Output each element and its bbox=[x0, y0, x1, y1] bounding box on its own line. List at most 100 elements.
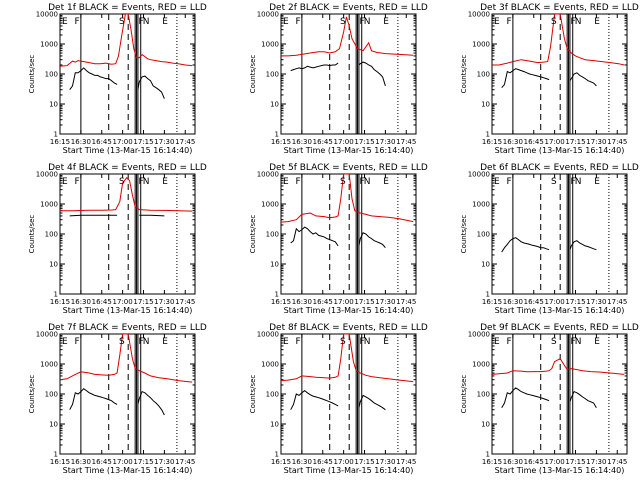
series-events bbox=[290, 389, 386, 411]
x-axis-label: Start Time (13-Mar-15 16:14:40) bbox=[63, 306, 193, 315]
x-tick-label: 17:00 bbox=[334, 138, 354, 146]
x-tick-label: 16:45 bbox=[313, 298, 333, 306]
interval-flag: E bbox=[62, 17, 68, 27]
y-tick-label: 10000 bbox=[468, 171, 490, 179]
interval-flag: E bbox=[162, 17, 168, 27]
x-tick-label: 17:15 bbox=[354, 138, 374, 146]
interval-flag: E bbox=[283, 177, 289, 187]
x-tick-label: 17:45 bbox=[175, 458, 195, 466]
interval-flag: E bbox=[494, 177, 500, 187]
series-lld bbox=[492, 358, 625, 375]
y-tick-label: 100 bbox=[45, 71, 58, 79]
x-tick-label: 17:15 bbox=[565, 298, 585, 306]
y-tick-label: 10000 bbox=[36, 331, 58, 339]
y-axis-label: Counts/sec bbox=[460, 55, 468, 94]
interval-flag: S bbox=[340, 337, 346, 347]
y-axis-label: Counts/sec bbox=[460, 375, 468, 414]
interval-flag: S bbox=[340, 177, 346, 187]
y-tick-label: 10000 bbox=[257, 331, 279, 339]
y-axis-label: Counts/sec bbox=[28, 215, 36, 254]
panel-title: Det 9f BLACK = Events, RED = LLD bbox=[480, 323, 639, 333]
interval-flag: E bbox=[283, 337, 289, 347]
series-events bbox=[69, 67, 165, 99]
x-tick-label: 16:30 bbox=[71, 458, 91, 466]
series-events bbox=[501, 387, 597, 408]
interval-flag: S bbox=[551, 337, 557, 347]
y-tick-label: 10 bbox=[481, 101, 490, 109]
series-lld bbox=[60, 14, 193, 67]
plot-frame bbox=[491, 13, 628, 135]
series-lld bbox=[281, 16, 414, 57]
x-axis-label: Start Time (13-Mar-15 16:14:40) bbox=[63, 146, 193, 155]
y-tick-label: 10 bbox=[481, 261, 490, 269]
x-tick-label: 16:45 bbox=[524, 298, 544, 306]
x-tick-label: 16:30 bbox=[71, 138, 91, 146]
y-tick-label: 100 bbox=[477, 231, 490, 239]
panel-title: Det 8f BLACK = Events, RED = LLD bbox=[269, 323, 428, 333]
interval-flag: F bbox=[507, 177, 512, 187]
x-tick-label: 17:15 bbox=[354, 298, 374, 306]
series-lld bbox=[281, 334, 414, 383]
x-tick-label: 17:45 bbox=[607, 298, 627, 306]
interval-flag: N bbox=[143, 177, 150, 187]
series-events bbox=[290, 61, 386, 87]
y-tick-label: 1000 bbox=[261, 201, 279, 209]
plot-frame bbox=[280, 13, 417, 135]
y-tick-label: 10000 bbox=[257, 11, 279, 19]
y-tick-label: 1000 bbox=[261, 361, 279, 369]
plot-frame bbox=[491, 333, 628, 455]
x-tick-label: 16:15 bbox=[482, 458, 502, 466]
y-tick-label: 1000 bbox=[40, 361, 58, 369]
x-tick-label: 17:15 bbox=[565, 138, 585, 146]
x-tick-label: 16:45 bbox=[313, 458, 333, 466]
x-tick-label: 16:15 bbox=[271, 458, 291, 466]
x-tick-label: 17:15 bbox=[133, 298, 153, 306]
interval-flag: N bbox=[143, 17, 150, 27]
interval-flag: F bbox=[296, 337, 301, 347]
x-tick-label: 17:45 bbox=[175, 138, 195, 146]
panel-title: Det 3f BLACK = Events, RED = LLD bbox=[480, 3, 639, 13]
interval-flag: N bbox=[364, 17, 371, 27]
y-axis-label: Counts/sec bbox=[28, 55, 36, 94]
x-tick-label: 16:30 bbox=[292, 298, 312, 306]
interval-flag: F bbox=[139, 177, 144, 187]
interval-flag: F bbox=[507, 337, 512, 347]
interval-flag: E bbox=[594, 177, 600, 187]
interval-flag: E bbox=[62, 177, 68, 187]
interval-flag: S bbox=[119, 17, 125, 27]
x-tick-label: 16:15 bbox=[50, 458, 70, 466]
interval-flag: F bbox=[75, 337, 80, 347]
panel-title: Det 6f BLACK = Events, RED = LLD bbox=[480, 163, 639, 173]
interval-flag: N bbox=[364, 337, 371, 347]
interval-flag: E bbox=[383, 337, 389, 347]
x-tick-label: 16:15 bbox=[50, 138, 70, 146]
y-tick-label: 100 bbox=[266, 71, 279, 79]
series-events bbox=[290, 226, 386, 249]
x-axis-label: Start Time (13-Mar-15 16:14:40) bbox=[284, 306, 414, 315]
x-tick-label: 17:45 bbox=[607, 458, 627, 466]
y-tick-label: 100 bbox=[45, 231, 58, 239]
y-tick-label: 10000 bbox=[468, 11, 490, 19]
x-tick-label: 17:30 bbox=[154, 298, 174, 306]
interval-flag: N bbox=[364, 177, 371, 187]
interval-flag: F bbox=[571, 17, 576, 27]
x-tick-label: 17:45 bbox=[396, 298, 416, 306]
x-tick-label: 17:45 bbox=[396, 138, 416, 146]
x-tick-label: 16:30 bbox=[292, 138, 312, 146]
plot-frame bbox=[59, 173, 196, 295]
interval-flag: F bbox=[139, 17, 144, 27]
y-tick-label: 1000 bbox=[261, 41, 279, 49]
y-tick-label: 10 bbox=[49, 261, 58, 269]
y-tick-label: 10000 bbox=[468, 331, 490, 339]
x-tick-label: 17:15 bbox=[354, 458, 374, 466]
y-tick-label: 1 bbox=[486, 451, 490, 459]
interval-flag: E bbox=[283, 17, 289, 27]
y-axis-label: Counts/sec bbox=[249, 375, 257, 414]
x-tick-label: 17:15 bbox=[133, 138, 153, 146]
